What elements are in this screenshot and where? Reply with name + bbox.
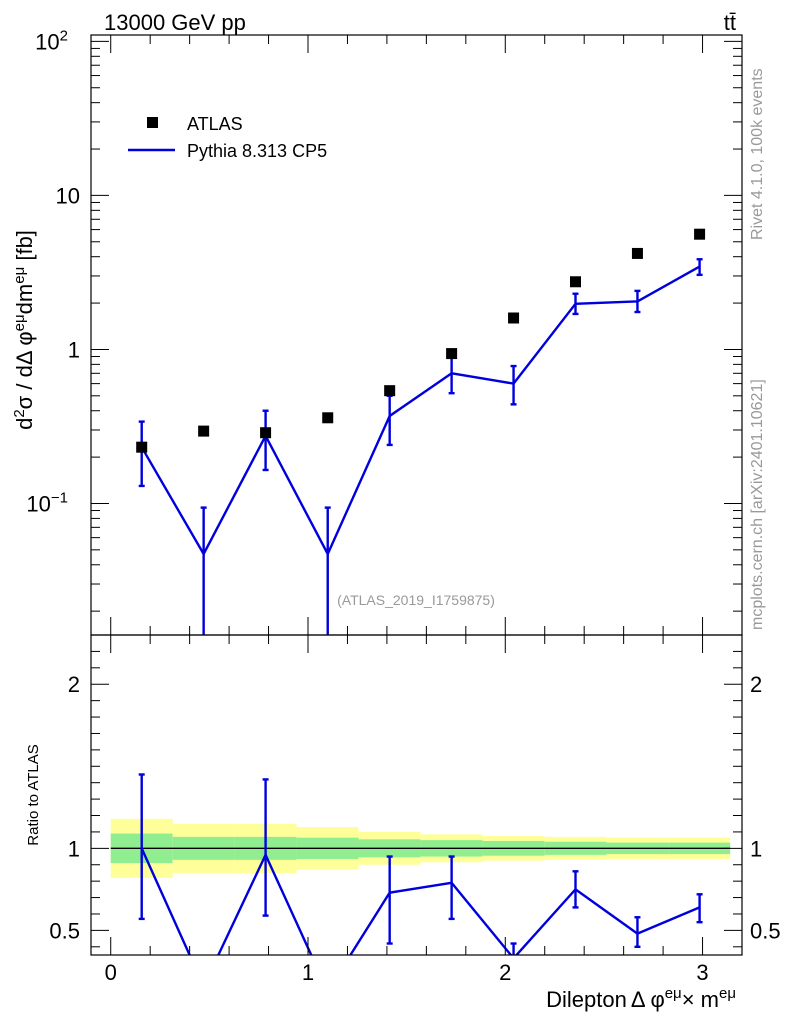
x-axis-label: Dilepton Δ φeμ× meμ [546, 985, 736, 1012]
ratio-y-tick-label-right: 0.5 [750, 918, 781, 943]
mc-line [140, 265, 701, 557]
legend-label-atlas: ATLAS [187, 114, 243, 134]
legend-label-pythia: Pythia 8.313 CP5 [187, 141, 327, 161]
main-y-tick-label: 1 [68, 337, 80, 362]
side-label-bottom: mcplots.cern.ch [arXiv:2401.10621] [749, 379, 766, 630]
atlas-point [322, 412, 334, 424]
x-tick-label: 2 [499, 960, 511, 985]
ratio-panel: 0.5 0.5 1 1 2 2 0 1 2 3 Ratio to ATLAS Dilepton Δ … [25, 634, 781, 1012]
atlas-point [198, 425, 210, 437]
atlas-point [136, 441, 148, 453]
atlas-point [260, 427, 272, 439]
side-label-top: Rivet 4.1.0, 100k events [749, 68, 766, 240]
atlas-point [694, 228, 706, 240]
chart-header-right: tt̄ [724, 10, 736, 35]
atlas-point [508, 312, 520, 324]
ratio-y-tick-label: 2 [68, 672, 80, 697]
main-y-tick-label: 10 [56, 183, 80, 208]
main-y-axis-label: d2σ / dΔ φeμdmeμ [fb] [11, 230, 37, 430]
ratio-frame [90, 634, 743, 956]
legend-marker-atlas [147, 117, 158, 128]
legend: ATLAS Pythia 8.313 CP5 [128, 114, 327, 161]
ratio-y-tick-label-right: 1 [750, 836, 762, 861]
analysis-label: (ATLAS_2019_I1759875) [337, 592, 495, 608]
ratio-y-axis-label: Ratio to ATLAS [25, 744, 42, 845]
main-y-tick-label: 10−1 [26, 489, 68, 516]
main-y-tick-label: 102 [35, 27, 68, 54]
atlas-point [384, 385, 396, 397]
atlas-point [570, 276, 582, 288]
ratio-y-tick-label: 1 [68, 836, 80, 861]
chart-header-left: 13000 GeV pp [104, 10, 246, 35]
atlas-point [631, 247, 643, 259]
x-tick-label: 0 [105, 960, 117, 985]
ratio-mc-line [140, 847, 701, 955]
ratio-y-tick-label-right: 2 [750, 672, 762, 697]
x-tick-label: 3 [696, 960, 708, 985]
ratio-y-tick-label: 0.5 [49, 918, 80, 943]
atlas-point [446, 348, 458, 360]
main-panel: 10−1 1 10 102 (ATLAS_2019_I1759875) d2σ / d… [11, 27, 743, 636]
x-tick-label: 1 [302, 960, 314, 985]
